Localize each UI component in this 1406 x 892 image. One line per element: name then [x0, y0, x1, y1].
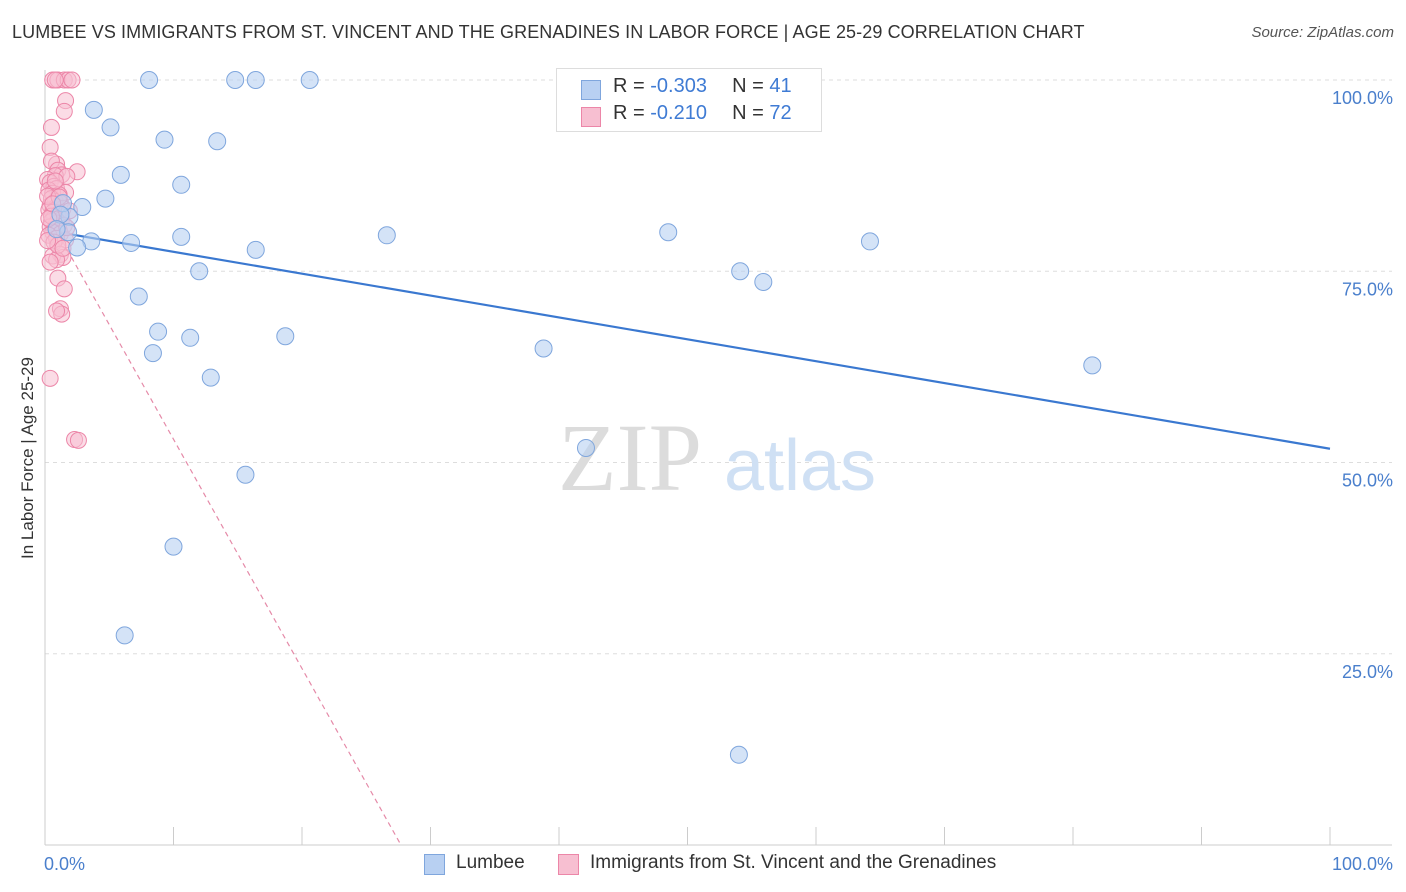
data-point-lumbee — [208, 132, 227, 151]
data-point-lumbee — [190, 262, 209, 281]
data-point-lumbee — [226, 71, 245, 89]
legend-r-label: R = — [613, 102, 645, 124]
data-point-lumbee — [300, 71, 319, 89]
data-point-immigrants — [41, 253, 59, 271]
axes — [44, 70, 1392, 846]
data-point-immigrants — [55, 102, 73, 120]
data-point-lumbee — [129, 287, 148, 306]
data-point-immigrants — [55, 280, 73, 298]
watermark-zip: ZIP — [558, 404, 702, 511]
watermark: ZIP atlas — [558, 404, 876, 511]
data-point-lumbee — [149, 322, 168, 341]
series-swatch-blue — [424, 854, 445, 875]
data-point-lumbee — [729, 745, 748, 764]
series-swatch-pink — [558, 854, 579, 875]
data-point-lumbee — [84, 100, 103, 119]
data-point-lumbee — [534, 339, 553, 358]
data-point-lumbee — [276, 327, 295, 346]
data-point-lumbee — [576, 438, 595, 457]
data-point-lumbee — [236, 465, 255, 484]
data-point-lumbee — [47, 220, 66, 239]
data-point-lumbee — [377, 226, 396, 245]
data-point-lumbee — [1083, 356, 1102, 375]
x-tick-label: 0.0% — [44, 854, 85, 874]
data-point-lumbee — [96, 189, 115, 208]
data-point-lumbee — [68, 238, 87, 257]
data-point-lumbee — [172, 227, 191, 246]
data-point-lumbee — [731, 262, 750, 281]
legend-n-value-immigrants: 72 — [769, 102, 792, 124]
data-point-immigrants — [48, 302, 66, 320]
x-tick-label: 100.0% — [1332, 854, 1393, 874]
legend-n-label: N = — [732, 102, 764, 124]
data-point-lumbee — [181, 328, 200, 347]
data-point-immigrants — [41, 369, 59, 387]
data-point-lumbee — [172, 175, 191, 194]
data-point-immigrants — [63, 71, 81, 89]
legend-swatch-blue — [581, 80, 601, 100]
data-point-lumbee — [73, 197, 92, 216]
legend-n-label: N = — [732, 75, 764, 97]
y-tick-label: 75.0% — [1342, 279, 1393, 299]
data-point-lumbee — [860, 232, 879, 251]
y-tick-label: 25.0% — [1342, 662, 1393, 682]
source-credit: Source: ZipAtlas.com — [1251, 24, 1394, 41]
legend-swatch-pink — [581, 107, 601, 127]
series-name-immigrants: Immigrants from St. Vincent and the Gren… — [590, 852, 997, 873]
data-point-lumbee — [122, 233, 141, 252]
legend-r-value-immigrants: -0.210 — [650, 102, 707, 124]
data-point-lumbee — [101, 118, 120, 137]
data-point-lumbee — [143, 344, 162, 363]
data-point-immigrants — [42, 118, 60, 136]
tick-labels: 25.0% 50.0% 75.0% 100.0% 0.0% 100.0% — [44, 88, 1393, 874]
data-point-immigrants — [46, 71, 64, 89]
data-points — [39, 71, 1102, 764]
data-point-lumbee — [111, 165, 130, 184]
y-tick-label: 100.0% — [1332, 88, 1393, 108]
series-name-lumbee: Lumbee — [456, 852, 525, 873]
data-point-lumbee — [155, 130, 174, 149]
data-point-lumbee — [115, 626, 134, 645]
correlation-legend: R = -0.303 N = 41 R = -0.210 N = 72 — [556, 68, 822, 132]
data-point-lumbee — [201, 368, 220, 387]
legend-r-label: R = — [613, 75, 645, 97]
chart-title: LUMBEE VS IMMIGRANTS FROM ST. VINCENT AN… — [12, 22, 1085, 42]
trend-line-lumbee — [44, 228, 1331, 450]
trend-lines — [44, 209, 1331, 846]
data-point-lumbee — [659, 223, 678, 242]
legend-r-value-lumbee: -0.303 — [650, 75, 707, 97]
trend-line-immigrants — [44, 209, 402, 846]
data-point-lumbee — [246, 71, 265, 89]
data-point-lumbee — [140, 71, 159, 89]
legend-n-value-lumbee: 41 — [769, 75, 792, 97]
data-point-lumbee — [164, 537, 183, 556]
data-point-immigrants — [46, 172, 64, 190]
data-point-lumbee — [754, 272, 773, 291]
watermark-atlas: atlas — [724, 426, 876, 506]
data-point-immigrants — [69, 431, 87, 449]
data-point-lumbee — [246, 240, 265, 259]
y-tick-label: 50.0% — [1342, 471, 1393, 491]
grid-lines — [45, 79, 1392, 655]
